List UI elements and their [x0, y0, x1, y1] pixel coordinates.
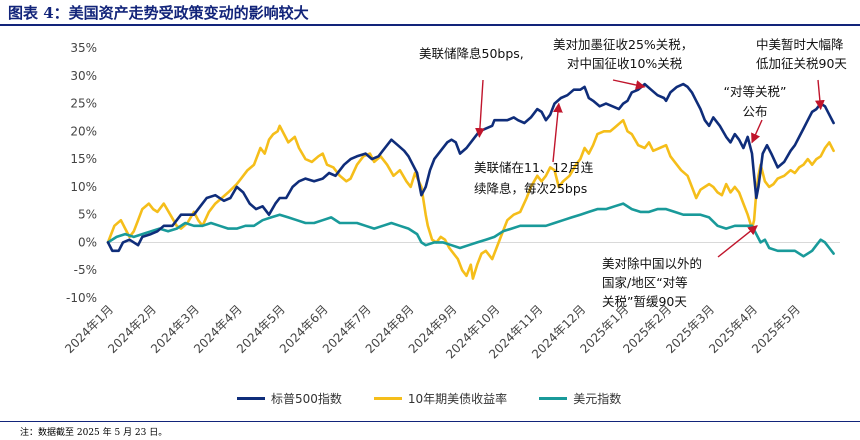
legend-swatch-ust10y — [373, 396, 402, 400]
series-layer — [106, 82, 835, 280]
legend-label-sp500: 标普500指数 — [271, 391, 342, 406]
legend-label-dxy: 美元指数 — [573, 391, 622, 406]
y-tick-label: -10% — [66, 291, 97, 305]
legend-item-ust10y: 10年期美债收益率 — [373, 390, 508, 407]
annotation-arrow — [814, 79, 825, 111]
y-tick-label: 0% — [78, 235, 97, 249]
chart-legend: 标普500指数 10年期美债收益率 美元指数 — [237, 388, 653, 408]
series-line-ust10y — [106, 118, 835, 280]
annotation-text: 关税”暂缓90天 — [602, 294, 687, 309]
footnote: 注：数据截至 2025 年 5 月 23 日。 — [20, 428, 168, 438]
annotation-arrow — [552, 102, 563, 163]
footer-rule — [0, 421, 860, 422]
annotation-arrow — [612, 79, 646, 90]
annotation-text: 美对加墨征收25%关税， — [553, 37, 693, 52]
annotation-arrow — [475, 79, 485, 138]
y-tick-label: -5% — [74, 263, 97, 277]
legend-swatch-sp500 — [237, 396, 265, 400]
legend-item-sp500: 标普500指数 — [237, 390, 342, 407]
y-tick-label: 15% — [70, 152, 97, 166]
y-tick-label: 5% — [78, 208, 97, 222]
annotation-text: 中美暂时大幅降 — [756, 37, 844, 52]
legend-item-dxy: 美元指数 — [539, 390, 621, 407]
annotation-text: “对等关税” — [724, 84, 787, 99]
legend-label-ust10y: 10年期美债收益率 — [407, 391, 508, 406]
annotation-text: 国家/地区“对等 — [602, 275, 688, 290]
annotation-arrow — [717, 225, 758, 258]
y-tick-label: 10% — [70, 180, 97, 194]
y-tick-label: 20% — [70, 124, 97, 138]
y-tick-label: 30% — [70, 69, 97, 83]
annotation-arrow — [751, 119, 763, 144]
series-line-sp500 — [106, 82, 835, 253]
y-tick-label: 35% — [70, 41, 97, 55]
annotation-text: 公布 — [742, 104, 767, 119]
annotation-text: 续降息，每次25bps — [474, 181, 587, 196]
legend-swatch-dxy — [539, 396, 568, 400]
annotation-text: 对中国征收10%关税 — [567, 56, 683, 71]
annotation-text: 美联储降息50bps, — [419, 46, 524, 61]
series-line-dxy — [106, 202, 835, 258]
annotation-text: 美对除中国以外的 — [602, 256, 702, 271]
chart-title: 图表 4：美国资产走势受政策变动的影响较大 — [8, 4, 309, 22]
annotation-text: 低加征关税90天 — [756, 56, 847, 71]
y-tick-label: 25% — [70, 97, 97, 111]
annotation-text: 美联储在11、12月连 — [474, 160, 594, 175]
title-underline — [0, 24, 860, 26]
